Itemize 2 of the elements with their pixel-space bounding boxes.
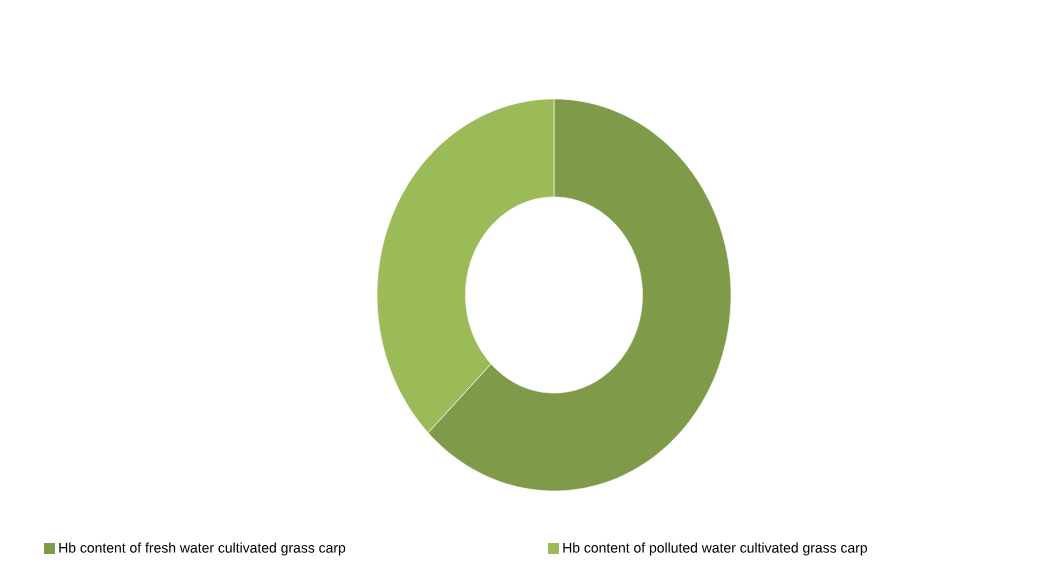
legend-label: Hb content of polluted water cultivated grass carp [563,542,868,556]
legend-label: Hb content of fresh water cultivated grass carp [59,542,346,556]
